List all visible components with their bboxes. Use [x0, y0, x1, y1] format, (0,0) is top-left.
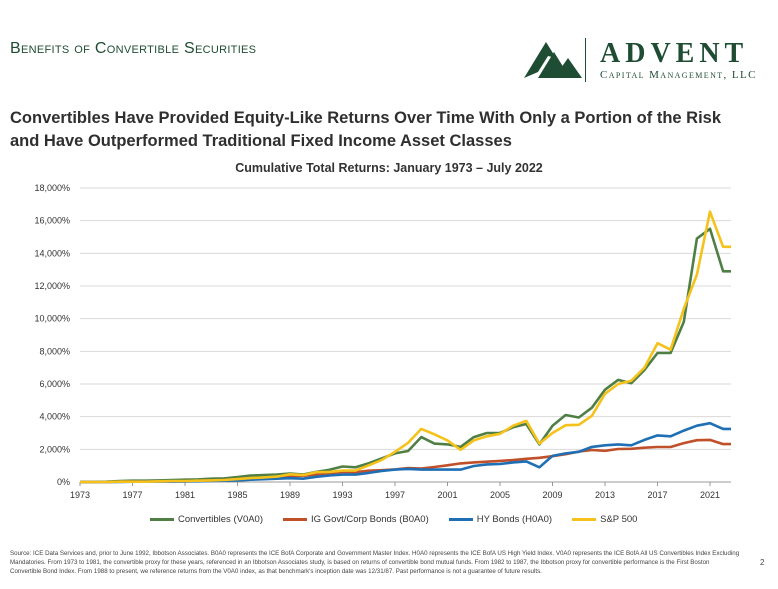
y-tick-label: 2,000% — [39, 444, 70, 454]
series-line-ig-govt-corp-bonds-b0a0 — [80, 438, 731, 484]
x-tick-label: 2001 — [437, 490, 457, 500]
logo-subtitle: Capital Management, LLC — [600, 69, 757, 81]
y-tick-label: 4,000% — [39, 412, 70, 422]
x-tick-label: 2017 — [647, 490, 667, 500]
y-tick-label: 0% — [57, 477, 70, 487]
y-tick-label: 10,000% — [34, 314, 70, 324]
x-tick-label: 2021 — [700, 490, 720, 500]
legend-swatch-hy-bonds — [448, 518, 473, 521]
x-tick-label: 1973 — [70, 490, 90, 500]
x-tick-label: 1997 — [385, 490, 405, 500]
x-tick-label: 1993 — [332, 490, 352, 500]
page-title: Benefits of Convertible Securities — [10, 40, 257, 57]
legend-label-hy-bonds: HY Bonds (H0A0) — [476, 514, 553, 525]
x-tick-label: 2009 — [542, 490, 562, 500]
y-tick-label: 12,000% — [34, 281, 70, 291]
legend-label-convertibles: Convertibles (V0A0) — [178, 514, 264, 525]
series-line-s-p-500 — [80, 210, 731, 484]
x-tick-label: 1981 — [175, 490, 195, 500]
returns-line-chart: 0% 2,000% 4,000% 6,000% 8,000% 10,000% 12,000%… — [34, 183, 731, 500]
y-tick-label: 18,000% — [34, 183, 70, 193]
x-tick-label: 2005 — [490, 490, 510, 500]
legend-item-hy-bonds: HY Bonds (H0A0) — [448, 514, 553, 525]
y-tick-label: 6,000% — [39, 379, 70, 389]
legend-swatch-sp500 — [572, 518, 597, 521]
legend-item-ig-bonds: IG Govt/Corp Bonds (B0A0) — [283, 514, 429, 525]
legend-label-sp500: S&P 500 — [600, 514, 638, 525]
legend-swatch-convertibles — [150, 518, 174, 521]
y-tick-label: 14,000% — [34, 248, 70, 258]
x-tick-label: 1989 — [280, 490, 300, 500]
page-number: 2 — [760, 558, 765, 567]
source-footnote: Source: ICE Data Services and, prior to … — [10, 550, 740, 575]
x-tick-label: 1977 — [122, 490, 142, 500]
legend-label-ig-bonds: IG Govt/Corp Bonds (B0A0) — [311, 514, 429, 525]
y-tick-label: 16,000% — [34, 216, 70, 226]
headline: Convertibles Have Provided Equity-Like R… — [10, 109, 722, 150]
legend-item-sp500: S&P 500 — [572, 514, 637, 525]
x-tick-label: 2013 — [595, 490, 615, 500]
legend-item-convertibles: Convertibles (V0A0) — [150, 514, 263, 525]
y-tick-label: 8,000% — [39, 346, 70, 356]
chart-title: Cumulative Total Returns: January 1973 –… — [235, 161, 543, 175]
chart-legend: Convertibles (V0A0) IG Govt/Corp Bonds (… — [150, 514, 637, 525]
logo-divider — [585, 38, 586, 82]
mountain-logo-icon — [524, 42, 582, 78]
x-tick-label: 1985 — [227, 490, 247, 500]
legend-swatch-ig-bonds — [283, 518, 308, 521]
logo-name: ADVENT — [600, 38, 749, 69]
